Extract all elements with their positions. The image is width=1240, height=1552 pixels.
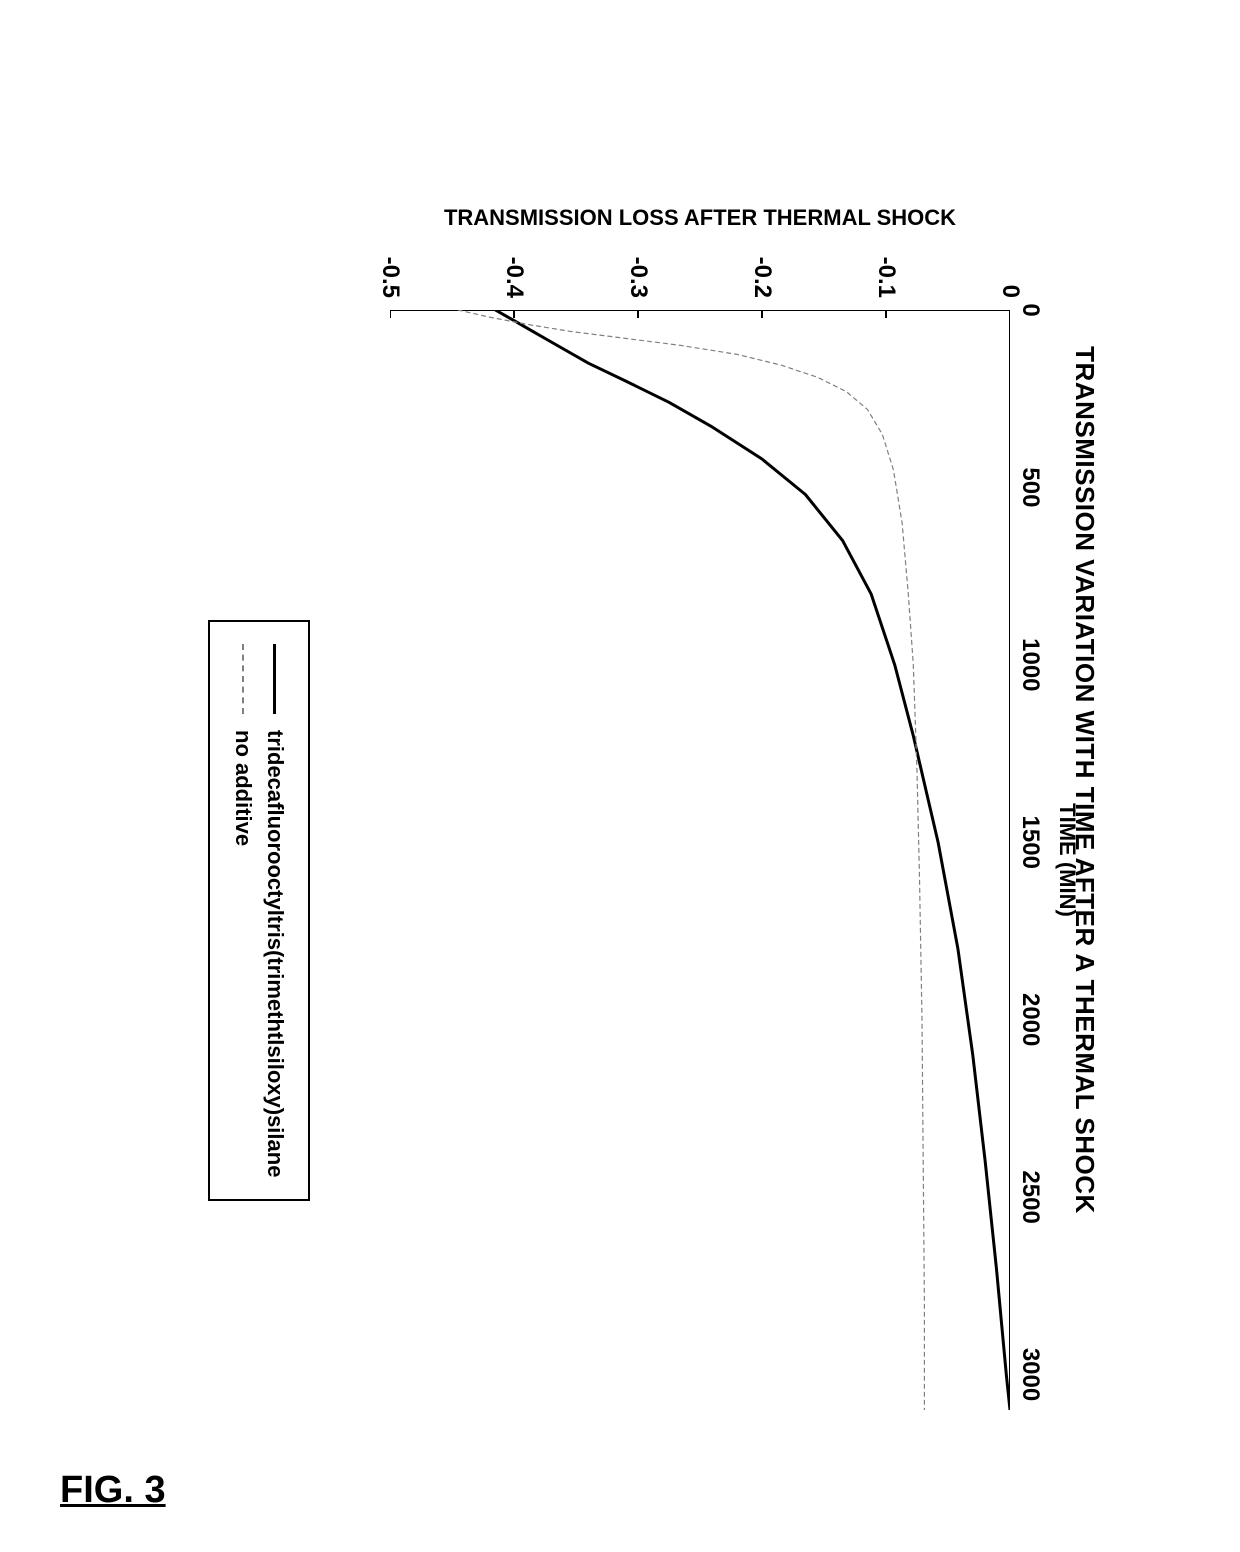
y-tick-label: 0 — [996, 285, 1024, 298]
y-tick-label: -0.3 — [624, 257, 652, 298]
y-tick-label: -0.2 — [748, 257, 776, 298]
x-tick-label: 1000 — [1016, 638, 1044, 691]
x-tick-label: 3000 — [1016, 1348, 1044, 1401]
rotated-figure-group: TRANSMISSION VARIATION WITH TIME AFTER A… — [100, 80, 1100, 1480]
y-tick-label: -0.4 — [500, 257, 528, 298]
figure-label: FIG. 3 — [60, 1469, 166, 1512]
chart-plot — [390, 310, 1010, 1410]
legend-swatch — [274, 644, 277, 714]
y-tick-label: -0.1 — [872, 257, 900, 298]
y-tick-label: -0.5 — [376, 257, 404, 298]
x-tick-label: 0 — [1016, 303, 1044, 316]
legend-swatch — [242, 644, 244, 714]
y-axis-label: TRANSMISSION LOSS AFTER THERMAL SHOCK — [390, 205, 1010, 231]
legend-label: tridecafluorooctyltris(trimethtlsiloxy)s… — [262, 730, 288, 1177]
x-tick-label: 500 — [1016, 467, 1044, 507]
x-tick-label: 2500 — [1016, 1170, 1044, 1223]
page: TRANSMISSION VARIATION WITH TIME AFTER A… — [0, 0, 1240, 1552]
legend-label: no additive — [230, 730, 256, 846]
x-axis-label: TIME (MIN) — [1054, 310, 1080, 1410]
legend: tridecafluorooctyltris(trimethtlsiloxy)s… — [208, 620, 310, 1201]
figure-landscape: TRANSMISSION VARIATION WITH TIME AFTER A… — [100, 80, 1100, 1480]
x-tick-label: 2000 — [1016, 993, 1044, 1046]
legend-item: tridecafluorooctyltris(trimethtlsiloxy)s… — [262, 644, 288, 1177]
legend-item: no additive — [230, 644, 256, 1177]
x-tick-label: 1500 — [1016, 816, 1044, 869]
